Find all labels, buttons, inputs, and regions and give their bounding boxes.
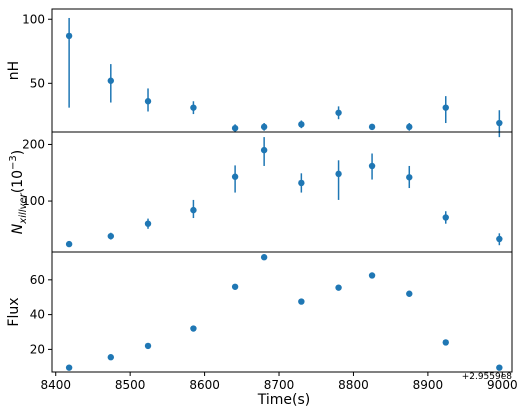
data-point (107, 354, 115, 361)
y-tick-label: 20 (30, 342, 45, 356)
data-point (107, 77, 115, 84)
x-tick-label: 8900 (413, 378, 444, 392)
x-tick-label: 9000 (487, 378, 518, 392)
data-point (190, 325, 197, 332)
y-tick-label: 200 (22, 137, 45, 151)
y-label-main: N (10, 223, 26, 234)
y-label-paren: (10 (10, 170, 26, 193)
data-point (260, 146, 268, 154)
y-tick-label: 40 (30, 308, 45, 322)
data-point (442, 214, 449, 221)
y-tick-label: 50 (30, 76, 45, 90)
data-point (496, 119, 503, 127)
panel-frame (51, 8, 513, 133)
panel-nH: 50 100 nH (6, 8, 513, 138)
x-tick-label: 8600 (189, 378, 220, 392)
x-axis-label: Time(s) (257, 392, 310, 408)
y-axis-label: Flux (6, 297, 22, 326)
data-point (65, 364, 73, 371)
data-point (406, 123, 413, 131)
data-point (260, 254, 268, 261)
data-point (260, 123, 268, 131)
data-point (65, 240, 73, 248)
panel-frame (51, 251, 513, 373)
y-label-close: ) (10, 150, 26, 155)
data-point (65, 32, 73, 40)
data-point (442, 339, 449, 346)
x-tick-label: 8800 (338, 378, 369, 392)
data-point (406, 174, 413, 181)
x-tick-label: 8700 (264, 378, 295, 392)
data-point (368, 123, 376, 131)
data-point (144, 98, 152, 105)
data-point (231, 173, 239, 180)
data-point (335, 284, 342, 291)
data-point (190, 104, 197, 111)
y-label-sup: −3 (8, 155, 19, 170)
data-point (442, 104, 449, 111)
data-point (368, 272, 376, 279)
x-tick-label: 8400 (40, 378, 71, 392)
panel-frame (51, 131, 513, 253)
data-point (496, 364, 503, 371)
data-point (231, 283, 239, 290)
data-point (144, 342, 152, 350)
data-point (406, 290, 413, 297)
y-label-sub: xillver (18, 192, 29, 224)
data-point (107, 232, 115, 240)
y-tick-label: 100 (22, 12, 45, 26)
x-offset-label: +2.9559e8 (462, 372, 513, 382)
panel-flux: 20 40 60 Flux (6, 251, 513, 373)
data-point (231, 124, 239, 132)
data-point (496, 235, 503, 243)
data-point (298, 121, 305, 128)
data-point (335, 170, 342, 178)
data-point (190, 206, 197, 214)
x-tick-label: 8500 (115, 378, 146, 392)
data-point (298, 179, 305, 187)
data-point (335, 109, 342, 116)
y-axis-label: nH (6, 61, 22, 80)
data-point (368, 162, 376, 170)
y-axis-label: Nxillver(10−3) (8, 150, 29, 234)
y-tick-label: 60 (30, 273, 45, 287)
data-point (144, 220, 152, 227)
y-tick-label: 100 (22, 194, 45, 208)
data-point (298, 298, 305, 305)
